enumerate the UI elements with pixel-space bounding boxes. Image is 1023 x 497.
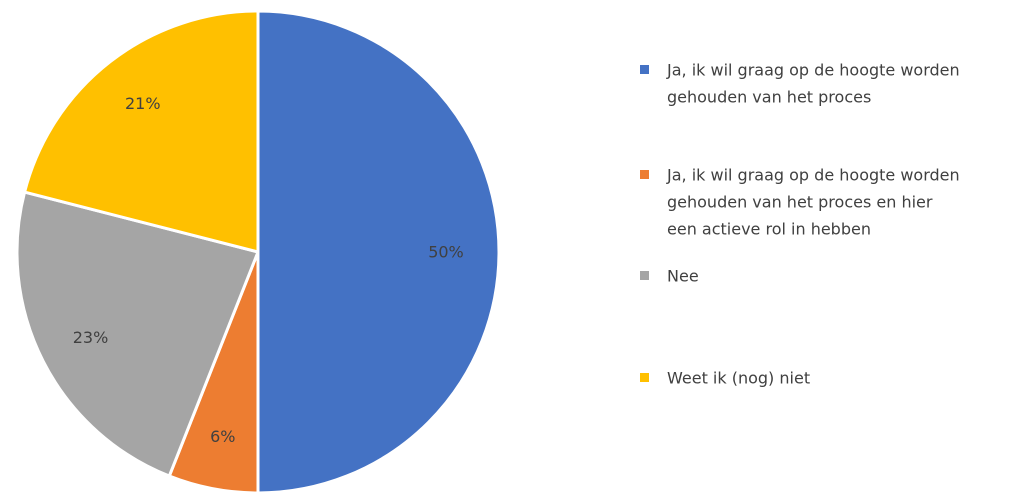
slice-data-label: 50% [428,243,464,262]
legend-entry: Ja, ik wil graag op de hoogte worden geho… [640,166,960,239]
legend-label: Ja, ik wil graag op de hoogte worden [666,166,960,185]
legend-label: Ja, ik wil graag op de hoogte worden [666,61,960,80]
legend-label: Weet ik (nog) niet [667,369,810,388]
pie-slice [23,9,260,254]
legend-label: gehouden van het proces en hier [667,193,933,212]
slice-data-label: 23% [73,328,109,347]
legend-marker [640,170,649,179]
legend-marker [640,373,649,382]
slice-data-label: 6% [210,427,235,446]
pie-slices [15,9,501,495]
legend-marker [640,271,649,280]
pie-slice [256,9,501,495]
legend-label: een actieve rol in hebben [667,220,871,239]
legend-marker [640,65,649,74]
legend-label: gehouden van het proces [667,88,871,107]
legend-entry: Nee [640,267,699,286]
legend-label: Nee [667,267,699,286]
legend: Ja, ik wil graag op de hoogte worden geho… [640,61,960,388]
slice-data-label: 21% [125,94,161,113]
legend-entry: Ja, ik wil graag op de hoogte worden geho… [640,61,960,107]
legend-entry: Weet ik (nog) niet [640,369,810,388]
pie-data-labels: 50% 6% 23% 21% [73,94,464,446]
pie-slice [15,190,260,478]
